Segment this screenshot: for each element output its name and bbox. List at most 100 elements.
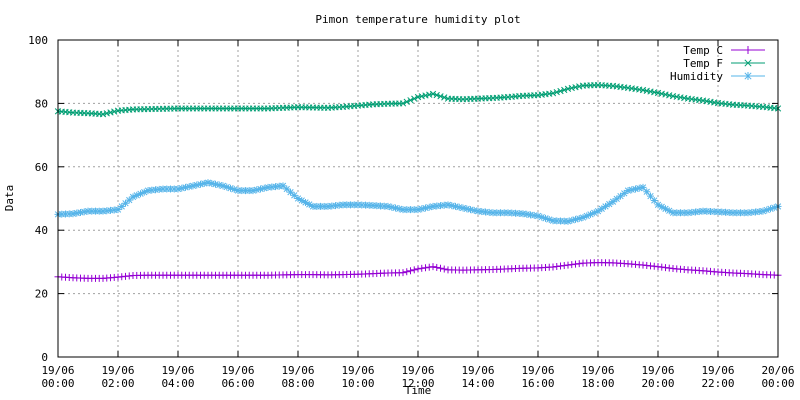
x-tick-label: 19/06 22:00: [701, 364, 734, 390]
point-marker: [414, 93, 422, 101]
point-marker: [564, 85, 572, 92]
point-marker: [111, 108, 118, 115]
point-marker: [568, 216, 576, 224]
point-marker: [407, 267, 414, 275]
point-marker: [572, 84, 579, 91]
x-tick-label: 19/06 08:00: [281, 364, 314, 390]
point-marker: [399, 100, 407, 107]
legend-marker: [744, 72, 752, 80]
y-axis-label: Data: [3, 185, 16, 212]
legend-label: Humidity: [670, 70, 723, 83]
point-marker: [590, 209, 598, 217]
point-marker: [133, 191, 141, 199]
point-marker: [418, 93, 425, 100]
legend-label: Temp F: [683, 57, 723, 70]
y-tick-label: 40: [35, 224, 48, 237]
point-marker: [410, 266, 418, 274]
point-marker: [452, 202, 459, 210]
point-marker: [441, 94, 448, 101]
y-tick-labels: 0 20 40 60 80 100: [28, 34, 48, 364]
y-tick-label: 80: [35, 97, 48, 110]
point-marker: [602, 202, 609, 210]
point-marker: [99, 111, 107, 118]
point-marker: [568, 84, 575, 92]
point-marker: [557, 87, 564, 95]
point-marker: [189, 182, 197, 190]
point-marker: [437, 93, 444, 100]
point-marker: [429, 90, 437, 98]
series-layer: [54, 81, 782, 282]
point-marker: [249, 187, 257, 195]
point-marker: [103, 110, 110, 117]
point-marker: [422, 264, 429, 272]
point-marker: [422, 204, 429, 212]
point-marker: [632, 185, 639, 193]
point-marker: [230, 185, 238, 193]
point-marker: [666, 92, 673, 99]
legend-marker: [744, 46, 752, 54]
point-marker: [407, 97, 414, 104]
point-marker: [414, 265, 422, 273]
point-marker: [403, 268, 411, 276]
y-tick-label: 60: [35, 161, 48, 174]
point-marker: [620, 189, 628, 197]
point-marker: [605, 200, 613, 208]
y-tick-label: 100: [28, 34, 48, 47]
grid: [58, 40, 778, 357]
x-tick-label: 19/06 02:00: [101, 364, 134, 390]
legend-marker: [744, 59, 752, 67]
chart-title: Pimon temperature humidity plot: [315, 13, 520, 26]
point-marker: [542, 214, 549, 222]
point-marker: [411, 95, 418, 102]
point-marker: [576, 83, 583, 90]
point-marker: [257, 185, 264, 193]
y-tick-label: 20: [35, 288, 48, 301]
point-marker: [433, 263, 441, 271]
legend-item-temp-c: Temp C: [683, 44, 765, 57]
point-marker: [767, 205, 774, 213]
x-tick-label: 19/06 20:00: [641, 364, 674, 390]
axis-ticks: [57, 39, 779, 358]
point-marker: [617, 192, 624, 200]
point-marker: [433, 91, 440, 99]
series-temp-f: [54, 81, 782, 118]
point-marker: [215, 181, 223, 189]
point-marker: [553, 88, 560, 96]
point-marker: [613, 195, 621, 203]
point-marker: [182, 183, 189, 191]
point-marker: [107, 109, 114, 116]
point-marker: [426, 91, 433, 98]
point-marker: [598, 205, 606, 213]
point-marker: [594, 207, 602, 215]
point-marker: [219, 182, 227, 190]
point-marker: [422, 92, 429, 99]
x-tick-label: 19/06 00:00: [41, 364, 74, 390]
legend-item-temp-f: Temp F: [683, 57, 765, 70]
legend-item-humidity: Humidity: [670, 70, 765, 83]
x-tick-label: 19/06 04:00: [161, 364, 194, 390]
x-tick-labels: 19/06 00:00 19/06 02:00 19/06 04:00 19/06 06:00…: [41, 364, 794, 390]
point-marker: [425, 263, 433, 271]
x-axis-label: Time: [405, 384, 432, 397]
point-marker: [609, 198, 617, 206]
series-humidity: [54, 179, 782, 225]
legend-label: Temp C: [683, 44, 723, 57]
series-temp-c: [54, 259, 782, 282]
point-marker: [561, 86, 568, 94]
point-marker: [549, 90, 557, 97]
x-tick-label: 19/06 06:00: [221, 364, 254, 390]
point-marker: [575, 214, 583, 222]
point-marker: [174, 185, 182, 193]
x-tick-label: 19/06 18:00: [581, 364, 614, 390]
point-marker: [459, 204, 467, 212]
point-marker: [418, 264, 426, 272]
point-marker: [628, 186, 636, 194]
point-marker: [654, 89, 662, 97]
point-marker: [658, 90, 665, 97]
point-marker: [662, 91, 669, 98]
x-tick-label: 19/06 12:00: [401, 364, 434, 390]
y-tick-label: 0: [41, 351, 48, 364]
point-marker: [403, 98, 410, 105]
